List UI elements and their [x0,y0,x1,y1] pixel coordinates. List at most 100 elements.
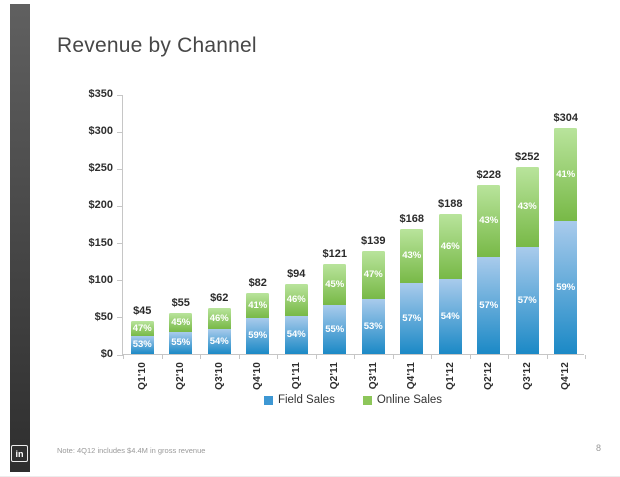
legend-label: Online Sales [376,394,443,406]
bar-percent-label: 57% [402,312,422,324]
bar-segment-field-sales: 53% [361,299,385,354]
legend-swatch [362,395,372,405]
bar-total-label: $188 [438,198,463,210]
x-axis-label-text: Q2'11 [329,362,341,390]
bar-segment-online-sales: 46% [284,284,308,316]
bar-segment-online-sales: 41% [246,293,270,318]
x-axis-tick-mark [392,355,394,359]
bar-total-label: $45 [133,305,152,317]
bar-segment-online-sales: 46% [207,308,231,329]
x-axis-tick-mark [508,355,509,359]
x-axis-label: Q1'12 [431,362,470,390]
x-axis-label-text: Q4'10 [252,362,264,390]
bar-percent-label: 41% [248,299,268,311]
x-axis-tick-mark [161,355,163,359]
page-number: 8 [596,443,602,453]
y-axis-tick-label: $250 [88,162,113,175]
bar-percent-label: 46% [286,294,306,306]
bar-percent-label: 47% [132,322,152,334]
bar-group: 46% 54% [284,284,308,354]
legend-item-field-sales: Field Sales [263,394,335,406]
bar-group: 45% 55% [169,313,193,354]
bar-percent-label: 45% [171,316,191,328]
bar-percent-label: 55% [325,323,345,335]
x-axis-label: Q3'12 [508,362,547,390]
bar-percent-label: 53% [363,320,383,332]
y-axis-tick-mark [117,354,123,356]
bar-total-label: $252 [515,151,540,163]
legend-label: Field Sales [277,394,335,406]
bar-total-label: $139 [361,235,386,247]
y-axis-tick-label: $150 [88,236,113,249]
x-axis-label-text: Q4'11 [406,362,418,390]
x-axis-tick-mark [123,355,124,359]
bar-total-label: $304 [553,112,578,124]
legend-item-online-sales: Online Sales [362,394,443,406]
accent-bar: in [10,4,30,472]
bar-total-label: $82 [248,277,267,289]
bar-group: 45% 55% [323,264,347,354]
footnote: Note: 4Q12 includes $4.4M in gross reven… [57,446,206,455]
bar-total-label: $121 [322,248,347,260]
bar-group: 43% 57% [477,185,501,354]
bar-percent-label: 43% [402,250,422,262]
bar-group: 43% 57% [515,167,539,354]
bar-percent-label: 45% [325,278,345,290]
bar-segment-field-sales: 57% [515,247,539,354]
y-axis-tick-mark [117,94,123,96]
bar-percent-label: 46% [440,240,460,252]
x-axis-label: Q2'12 [470,362,509,390]
bar-segment-online-sales: 47% [361,251,385,299]
y-axis-tick-mark [117,243,123,245]
bar-percent-label: 57% [517,294,537,306]
y-axis-tick-label: $200 [88,199,113,212]
bar-segment-field-sales: 59% [554,221,578,354]
x-axis-label: Q4'12 [547,362,586,390]
bar-group: 46% 54% [207,308,231,354]
x-axis-tick-mark [469,355,471,359]
bar-total-label: $55 [171,297,190,309]
x-axis-label: Q2'11 [316,362,355,389]
bar-segment-field-sales: 59% [246,318,270,354]
x-axis-label-text: Q1'11 [290,362,302,390]
bar-percent-label: 59% [248,330,268,342]
bar-percent-label: 54% [286,329,306,341]
bar-segment-online-sales: 46% [438,214,462,279]
bar-percent-label: 47% [363,269,383,281]
plot-area: $0 $50 $100 $150 $200 $250 $300 $350 47% 53% $45 Q1… [89,88,586,390]
x-axis-tick-mark [431,355,432,359]
x-axis-tick-mark [238,355,240,359]
x-axis-label-text: Q2'10 [175,362,187,390]
bar-segment-field-sales: 55% [323,305,347,354]
bar-segment-online-sales: 45% [169,313,193,332]
x-axis-label-text: Q1'12 [444,362,456,390]
bar-percent-label: 54% [209,335,229,347]
y-axis-tick-mark [117,280,123,282]
bar-group: 46% 54% [438,214,462,354]
x-axis-label-text: Q3'11 [367,362,379,390]
chart-legend: Field Sales Online Sales [122,394,584,406]
y-axis-tick-mark [117,168,123,170]
page-title: Revenue by Channel [57,34,257,57]
y-axis-tick-label: $300 [88,125,113,138]
bar-segment-field-sales: 54% [284,316,308,354]
x-axis-label: Q3'10 [200,362,239,390]
x-axis-tick-mark [315,355,317,359]
x-axis-label-text: Q4'12 [560,362,572,390]
bar-percent-label: 54% [440,310,460,322]
bar-percent-label: 41% [556,168,576,180]
bar-total-label: $94 [287,268,306,280]
bar-segment-field-sales: 57% [477,257,501,354]
x-axis-tick-mark [200,355,201,359]
bar-segment-online-sales: 43% [515,167,539,247]
bar-segment-online-sales: 45% [323,264,347,305]
bar-percent-label: 57% [479,299,499,311]
bar-percent-label: 55% [171,337,191,349]
y-axis-tick-mark [117,131,123,133]
bar-percent-label: 53% [132,339,152,351]
x-axis-tick-mark [354,355,355,359]
x-axis-label: Q3'11 [354,362,393,389]
y-axis-tick-mark [117,205,123,207]
bar-group: 43% 57% [400,229,424,354]
